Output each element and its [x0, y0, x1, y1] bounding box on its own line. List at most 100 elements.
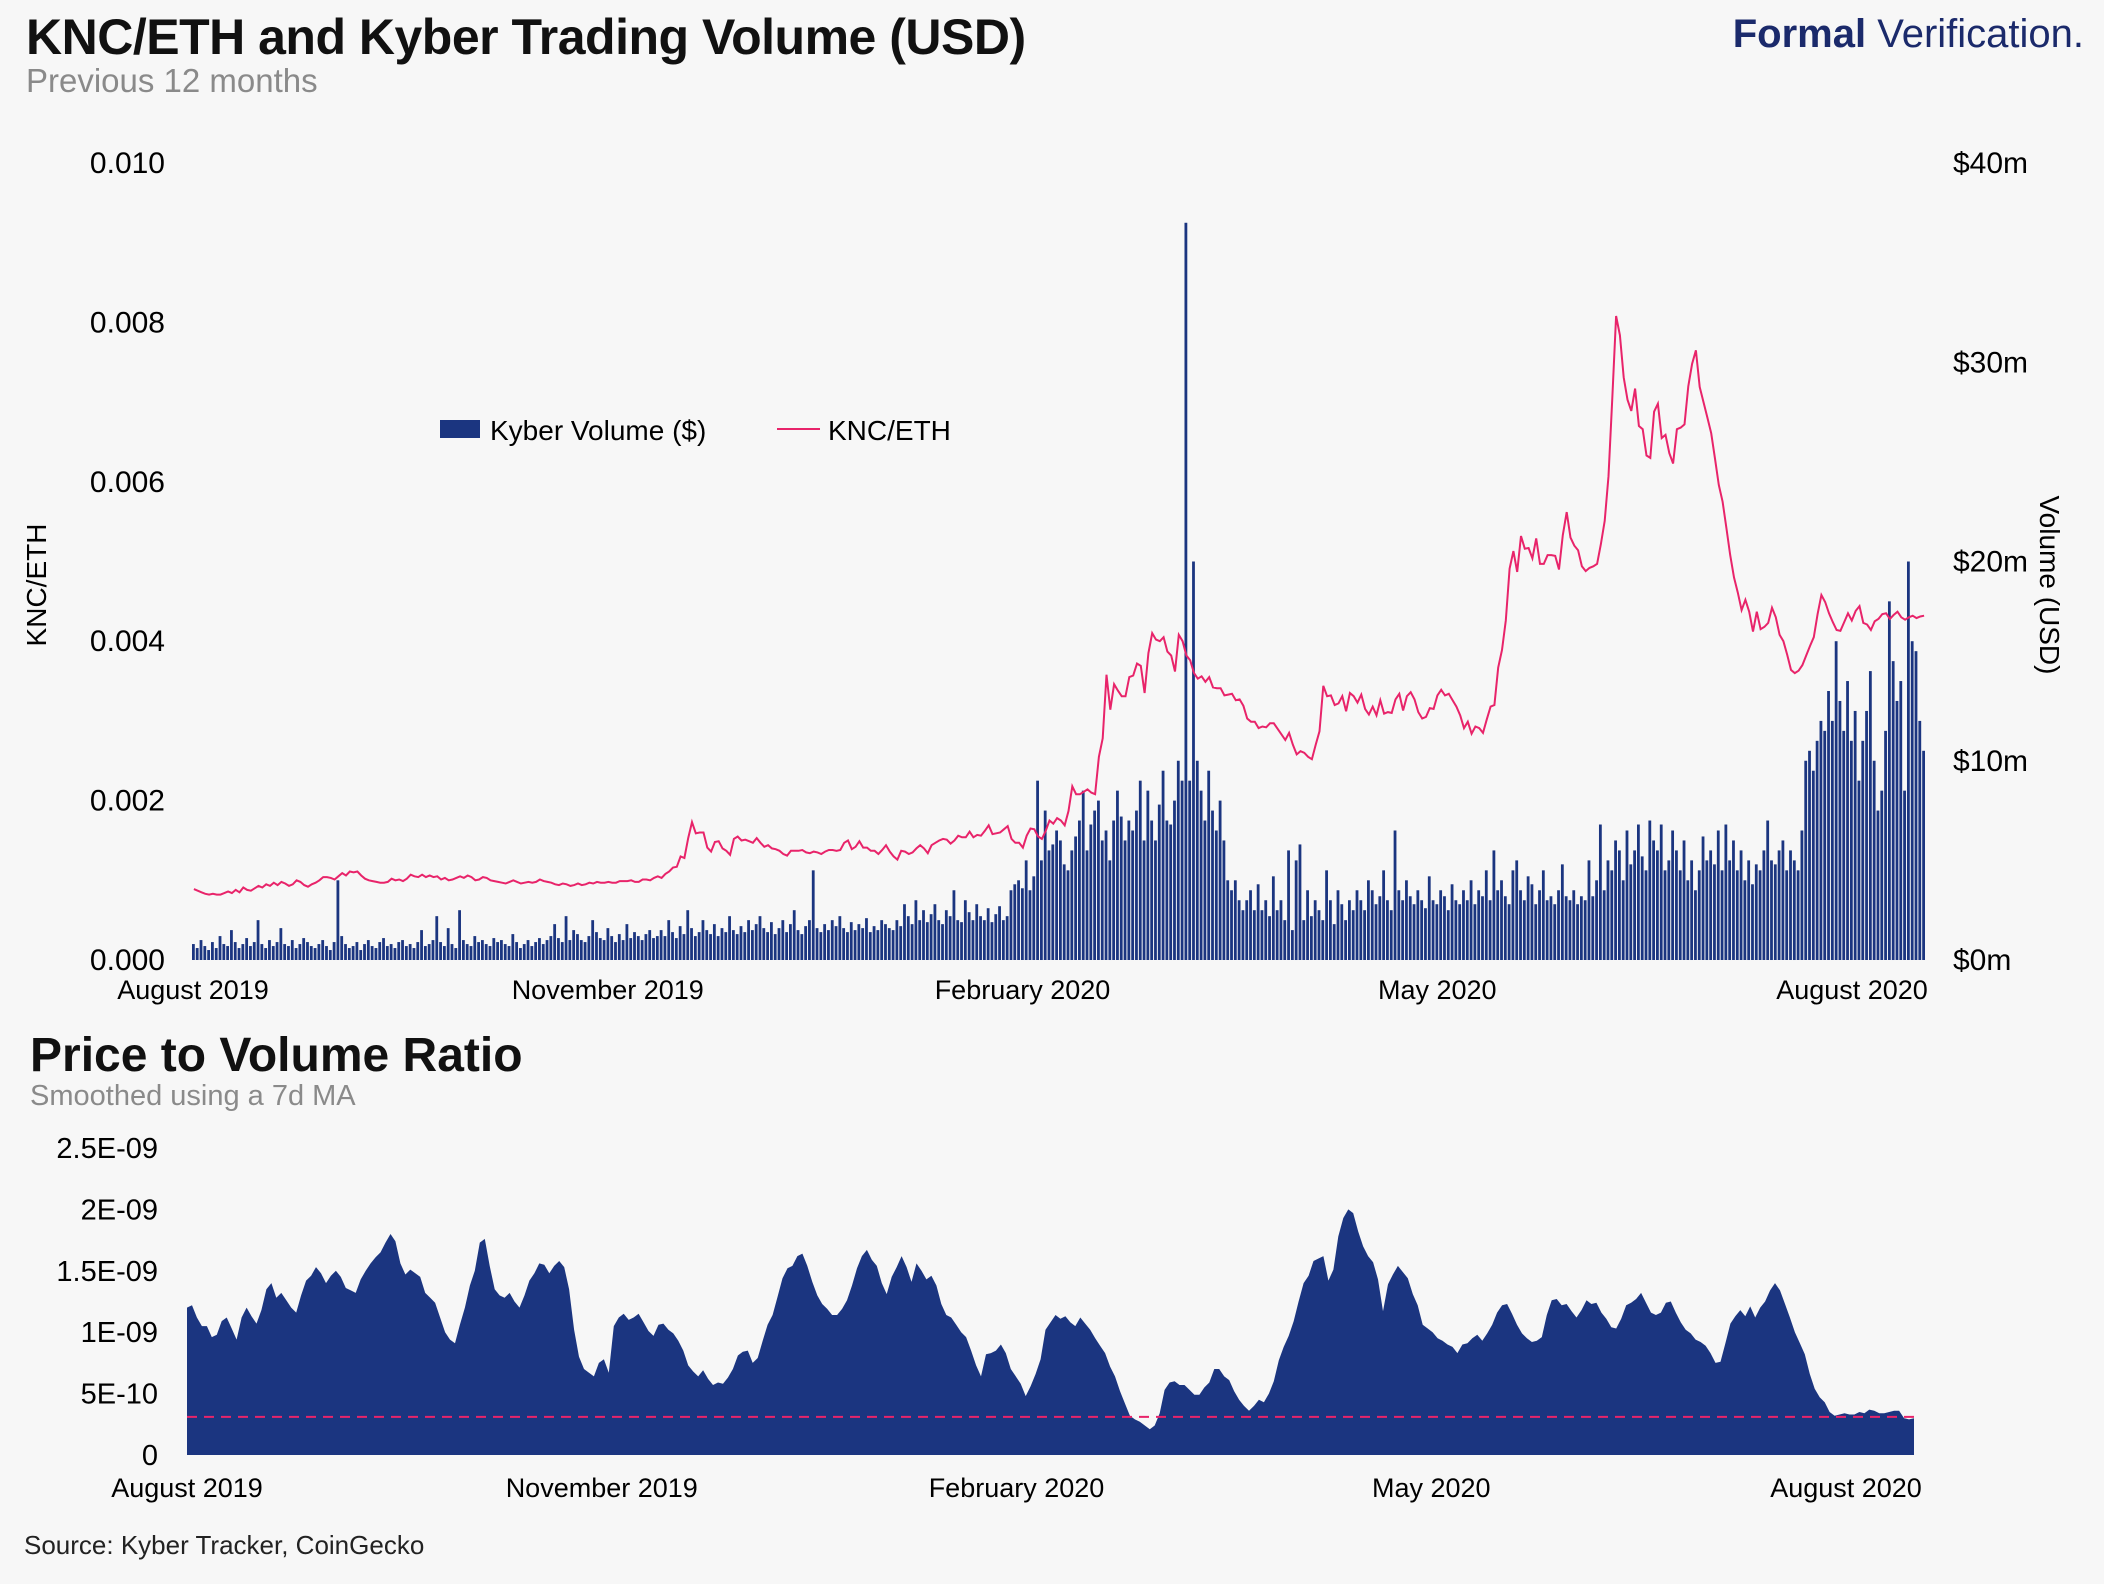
volume-bar: [1572, 890, 1576, 960]
volume-bar: [1545, 900, 1549, 960]
volume-bar: [606, 928, 610, 960]
volume-bar: [1226, 880, 1230, 960]
volume-bar: [564, 916, 568, 960]
volume-bar: [591, 920, 595, 960]
volume-bar: [652, 938, 655, 960]
volume-bar: [849, 922, 853, 960]
volume-bar: [1169, 824, 1173, 960]
volume-bar: [1283, 920, 1287, 960]
volume-bar: [1085, 850, 1089, 960]
volume-bar: [1644, 870, 1648, 960]
volume-bar: [1789, 850, 1792, 960]
volume-bar: [929, 914, 933, 960]
volume-bar: [1853, 710, 1857, 960]
volume-bar: [1830, 720, 1834, 960]
volume-bar: [1522, 900, 1526, 960]
volume-bar: [1656, 850, 1659, 960]
legend-swatch-volume: [440, 420, 480, 438]
volume-bar: [1203, 820, 1207, 960]
volume-bar: [344, 944, 347, 960]
ratio-y-tick: 1.5E-09: [56, 1256, 158, 1288]
volume-bar: [811, 870, 815, 960]
volume-bar: [1317, 910, 1321, 960]
volume-bar: [982, 920, 986, 960]
volume-bar: [1309, 916, 1313, 960]
volume-bar: [709, 934, 712, 960]
volume-bar: [412, 948, 416, 960]
y-axis-label-left: KNC/ETH: [21, 524, 52, 647]
ratio-x-tick: May 2020: [1372, 1473, 1491, 1503]
volume-bar: [990, 922, 994, 960]
volume-bar: [1633, 850, 1636, 960]
volume-bar: [1028, 890, 1032, 960]
volume-bar: [1781, 840, 1785, 960]
volume-bar: [1241, 910, 1245, 960]
volume-bar: [655, 936, 659, 960]
volume-bar: [313, 948, 317, 960]
volume-bar: [1667, 860, 1671, 961]
volume-bar: [1401, 900, 1405, 960]
volume-bar: [971, 920, 975, 960]
volume-bar: [1671, 830, 1675, 960]
volume-bar: [1397, 890, 1401, 960]
volume-bar: [1359, 900, 1363, 960]
volume-bar: [728, 916, 731, 960]
volume-bar: [1709, 850, 1713, 960]
volume-bar: [1568, 900, 1572, 960]
volume-bar: [1473, 904, 1477, 960]
volume-bar: [1051, 844, 1055, 960]
volume-bar: [1138, 780, 1142, 960]
volume-bar: [1222, 840, 1226, 960]
volume-bar: [1481, 896, 1484, 960]
volume-bar: [1488, 900, 1492, 960]
volume-bar: [511, 934, 515, 960]
ratio-x-tick: February 2020: [929, 1473, 1105, 1503]
volume-bar: [1876, 810, 1880, 960]
volume-bar: [1328, 900, 1332, 960]
y-tick-left: 0.002: [90, 785, 165, 818]
volume-bar: [633, 932, 636, 960]
volume-bar: [1260, 910, 1264, 960]
volume-bar: [1808, 750, 1811, 960]
volume-bars: [192, 222, 1925, 961]
volume-bar: [252, 942, 256, 960]
volume-bar: [1637, 824, 1640, 960]
volume-bar: [610, 936, 614, 960]
volume-bar: [416, 942, 420, 960]
volume-bar: [1374, 904, 1378, 960]
volume-bar: [842, 928, 846, 960]
volume-bar: [534, 942, 538, 960]
volume-bar: [1443, 896, 1446, 960]
volume-bar: [1150, 820, 1154, 960]
volume-bar: [389, 944, 393, 960]
volume-bar: [762, 928, 766, 960]
volume-bar: [579, 940, 583, 960]
volume-bar: [1074, 836, 1078, 960]
y-tick-right: $20m: [1953, 546, 2028, 579]
volume-bar: [454, 948, 458, 960]
volume-bar: [884, 924, 887, 960]
volume-bar: [587, 936, 591, 960]
volume-bar: [431, 940, 435, 960]
volume-bar: [1416, 890, 1420, 960]
volume-bar: [1857, 780, 1861, 960]
volume-bar: [526, 940, 530, 960]
volume-bar: [545, 940, 549, 960]
volume-bar: [671, 932, 674, 960]
volume-bar: [1659, 824, 1663, 960]
y-axis-label-right: Volume (USD): [2034, 496, 2065, 675]
volume-bar: [1739, 850, 1743, 960]
volume-bar: [1887, 601, 1891, 960]
volume-bar: [1348, 900, 1351, 960]
x-tick: February 2020: [935, 975, 1111, 1005]
volume-bar: [496, 942, 500, 960]
volume-bar: [1918, 720, 1922, 960]
ratio-x-tick: August 2019: [111, 1473, 263, 1503]
volume-bar: [1579, 896, 1583, 960]
volume-bar: [1214, 830, 1218, 960]
volume-bar: [1534, 904, 1538, 960]
volume-bar: [1081, 790, 1085, 960]
volume-bar: [1294, 860, 1298, 961]
volume-bar: [1218, 800, 1222, 960]
volume-bar: [1458, 904, 1462, 960]
